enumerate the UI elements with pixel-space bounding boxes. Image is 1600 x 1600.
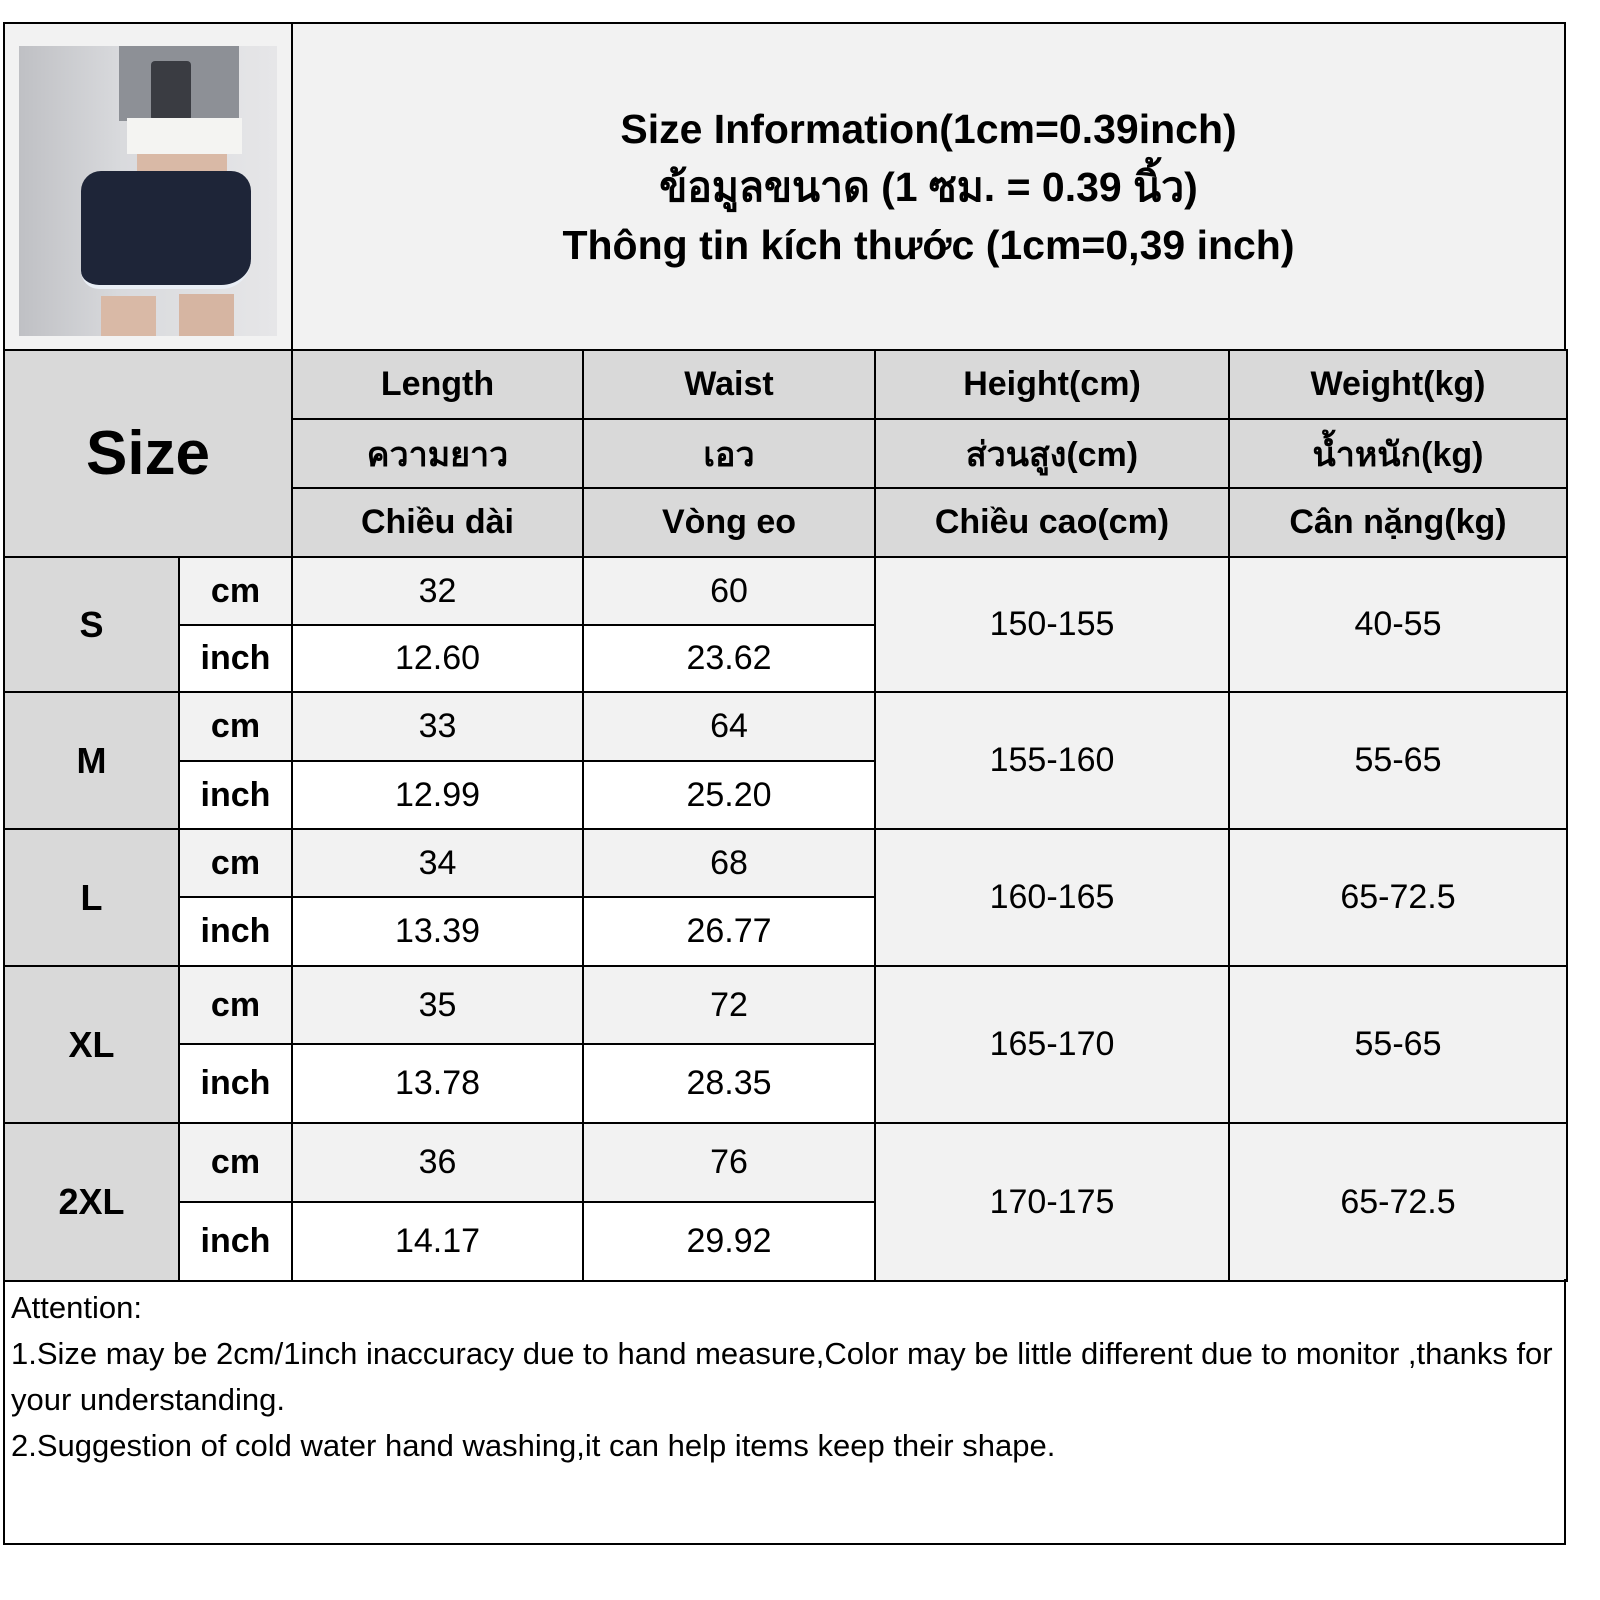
waist-inch: 26.77 [582,896,876,967]
table-row-inch: inch 14.17 29.92 [4,1201,1567,1282]
unit-cm: cm [178,965,293,1045]
weight-range: 40-55 [1228,556,1568,693]
height-range: 165-170 [874,965,1230,1124]
title-english: Size Information(1cm=0.39inch) [620,106,1237,152]
size-label: M [3,691,180,830]
title-block: Size Information(1cm=0.39inch) ข้อมูลขนา… [293,24,1564,350]
product-image [19,46,277,336]
table-row-cm: S cm 32 60 150-155 40-55 [3,556,1568,693]
length-inch: 12.60 [291,624,584,693]
header-weight-vi: Cân nặng(kg) [1228,487,1568,558]
header-waist-vi: Vòng eo [582,487,876,558]
size-table: Size Length Waist Height(cm) Weight(kg) … [3,349,1568,1282]
waist-inch: 25.20 [582,760,876,830]
size-label: S [3,556,180,693]
unit-inch: inch [178,896,293,967]
title-thai: ข้อมูลขนาด (1 ซม. = 0.39 นิ้ว) [659,164,1198,210]
height-range: 150-155 [874,556,1230,693]
waist-inch: 23.62 [582,624,876,693]
length-cm: 33 [291,691,584,762]
waist-cm: 68 [582,828,876,898]
size-label: L [3,828,180,967]
header-length-thai: ความยาว [291,418,584,489]
header-height: Height(cm) [874,349,1230,420]
table-row-inch: inch 13.39 26.77 [4,896,1567,967]
waist-cm: 60 [582,556,876,626]
table-row-cm: XL cm 35 72 165-170 55-65 [3,965,1568,1124]
photo-cell [5,24,293,350]
header-weight-thai: น้ำหนัก(kg) [1228,418,1568,489]
weight-range: 65-72.5 [1228,1122,1568,1282]
weight-range: 55-65 [1228,691,1568,830]
header-length: Length [291,349,584,420]
waist-inch: 29.92 [582,1201,876,1282]
length-cm: 36 [291,1122,584,1203]
length-inch: 12.99 [291,760,584,830]
unit-inch: inch [178,1201,293,1282]
header-waist: Waist [582,349,876,420]
length-inch: 14.17 [291,1201,584,1282]
unit-cm: cm [178,691,293,762]
unit-inch: inch [178,624,293,693]
unit-cm: cm [178,556,293,626]
weight-range: 55-65 [1228,965,1568,1124]
header-height-thai: ส่วนสูง(cm) [874,418,1230,489]
table-row-inch: inch 13.78 28.35 [4,1043,1567,1124]
length-cm: 32 [291,556,584,626]
header-waist-thai: เอว [582,418,876,489]
waist-cm: 76 [582,1122,876,1203]
unit-inch: inch [178,1043,293,1124]
waist-inch: 28.35 [582,1043,876,1124]
unit-inch: inch [178,760,293,830]
unit-cm: cm [178,828,293,898]
note-item: 1.Size may be 2cm/1inch inaccuracy due t… [11,1336,1553,1417]
table-row-inch: inch 12.99 25.20 [4,760,1567,830]
table-row-cm: L cm 34 68 160-165 65-72.5 [3,828,1568,967]
length-inch: 13.78 [291,1043,584,1124]
height-range: 170-175 [874,1122,1230,1282]
size-label: 2XL [3,1122,180,1282]
header-height-vi: Chiều cao(cm) [874,487,1230,558]
size-header: Size [3,349,293,558]
header-weight: Weight(kg) [1228,349,1568,420]
unit-cm: cm [178,1122,293,1203]
size-label: XL [3,965,180,1124]
waist-cm: 64 [582,691,876,762]
title-vietnamese: Thông tin kích thước (1cm=0,39 inch) [562,222,1295,268]
height-range: 155-160 [874,691,1230,830]
height-range: 160-165 [874,828,1230,967]
attention-notes: Attention: 1.Size may be 2cm/1inch inacc… [3,1279,1566,1545]
header-section: Size Information(1cm=0.39inch) ข้อมูลขนา… [3,22,1566,350]
length-cm: 34 [291,828,584,898]
weight-range: 65-72.5 [1228,828,1568,967]
length-inch: 13.39 [291,896,584,967]
notes-heading: Attention: [11,1290,142,1325]
waist-cm: 72 [582,965,876,1045]
table-row-cm: 2XL cm 36 76 170-175 65-72.5 [3,1122,1568,1282]
note-item: 2.Suggestion of cold water hand washing,… [11,1428,1056,1463]
table-row-inch: inch 12.60 23.62 [4,624,1567,693]
table-row-cm: M cm 33 64 155-160 55-65 [3,691,1568,830]
length-cm: 35 [291,965,584,1045]
header-length-vi: Chiều dài [291,487,584,558]
